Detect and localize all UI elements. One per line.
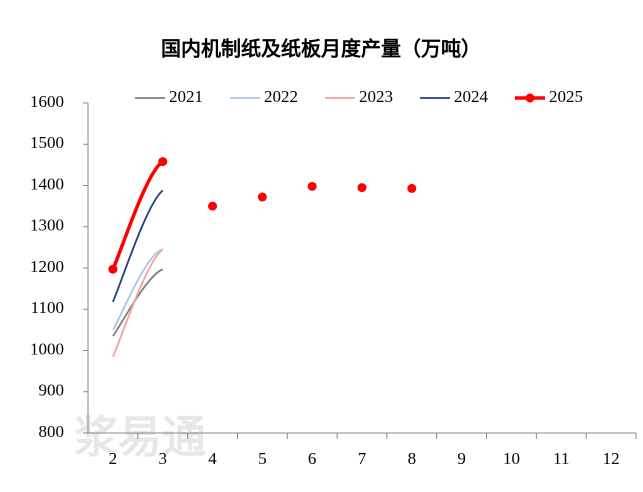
x-tick-label: 11 xyxy=(553,449,569,468)
y-tick-label: 1400 xyxy=(30,174,64,193)
point xyxy=(257,192,267,202)
legend-label: 2022 xyxy=(264,87,298,106)
x-tick-label: 12 xyxy=(603,449,620,468)
x-tick-label: 9 xyxy=(457,449,466,468)
y-tick-label: 1100 xyxy=(31,298,64,317)
legend-label: 2023 xyxy=(359,87,393,106)
x-tick-label: 4 xyxy=(208,449,217,468)
point xyxy=(307,181,317,191)
y-tick-label: 1600 xyxy=(30,92,64,111)
legend-label: 2024 xyxy=(454,87,489,106)
x-tick-label: 8 xyxy=(408,449,417,468)
legend-marker xyxy=(525,93,535,103)
point xyxy=(407,183,417,193)
series-line xyxy=(112,189,164,303)
series-line xyxy=(112,248,164,358)
y-tick-label: 1500 xyxy=(30,133,64,152)
y-tick-label: 1000 xyxy=(30,339,64,358)
y-tick-label: 900 xyxy=(39,381,65,400)
y-tick-label: 800 xyxy=(39,422,65,441)
x-tick-label: 6 xyxy=(308,449,317,468)
series-line xyxy=(112,248,164,331)
y-tick-label: 1300 xyxy=(30,216,64,235)
watermark: 浆易通 xyxy=(74,412,206,463)
x-tick-label: 2 xyxy=(109,449,118,468)
point xyxy=(208,201,218,211)
legend-label: 2025 xyxy=(549,87,583,106)
legend-label: 2021 xyxy=(169,87,203,106)
series-line xyxy=(111,160,164,270)
point xyxy=(357,183,367,193)
x-tick-label: 7 xyxy=(358,449,367,468)
point xyxy=(158,157,168,167)
x-tick-label: 5 xyxy=(258,449,267,468)
chart-title: 国内机制纸及纸板月度产量（万吨） xyxy=(161,37,481,61)
y-tick-label: 1200 xyxy=(30,257,64,276)
x-tick-label: 10 xyxy=(503,449,520,468)
x-tick-label: 3 xyxy=(158,449,167,468)
point xyxy=(108,264,118,274)
